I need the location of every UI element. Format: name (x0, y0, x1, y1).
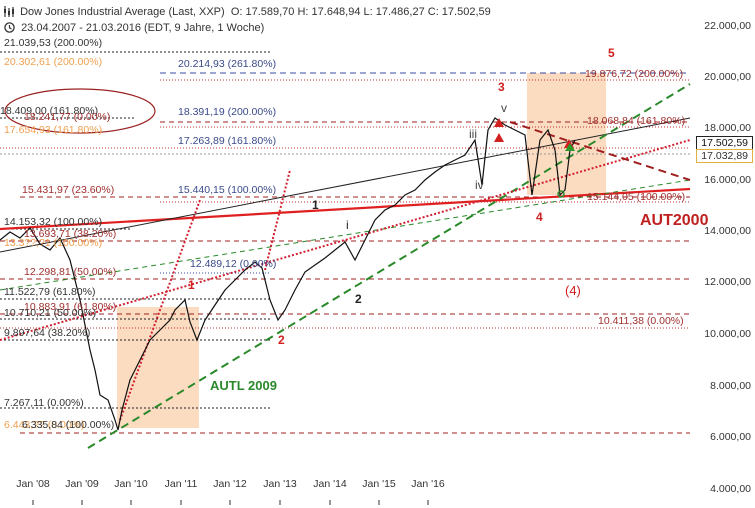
fib-label: 15.440,15 (100.00%) (178, 184, 277, 196)
fib-label: 17.263,89 (161.80%) (178, 135, 277, 147)
fib-levels (0, 51, 690, 434)
x-axis-ticks (32, 500, 429, 505)
y-tick-label: 14.000,00 (704, 225, 751, 237)
fib-label: 6.443,?? (0.00%) (4, 419, 85, 431)
wave-label-red: 2 (278, 333, 285, 347)
price-line (0, 117, 576, 431)
y-tick-label: 6.000,00 (710, 431, 751, 443)
candles-icon (4, 6, 14, 17)
wave-label-black: 2 (355, 292, 362, 306)
fib-label: 14.153,32 (100.00%) (4, 216, 103, 228)
x-tick-label: Jan '14 (313, 478, 347, 490)
x-tick-label: Jan '08 (16, 478, 50, 490)
wave-label-black: 1 (312, 198, 319, 212)
autl-2009-label: AUTL 2009 (210, 378, 277, 393)
fib-label: 17.654,93 (161.80%) (4, 124, 103, 136)
y-tick-label: 12.000,00 (704, 276, 751, 288)
y-tick-label: 20.000,00 (704, 71, 751, 83)
fib-label: 10.710,21 (50.00%) (4, 307, 97, 319)
date-range: 23.04.2007 - 21.03.2016 (EDT, 9 Jahre, 1… (21, 22, 265, 34)
highlight-box-2009 (117, 307, 199, 428)
chart-title-row: Dow Jones Industrial Average (Last, XXP)… (4, 6, 491, 18)
x-tick-label: Jan '09 (65, 478, 99, 490)
wave-label-red: 4 (536, 210, 543, 224)
wave-label-black: i (346, 218, 349, 232)
x-tick-label: Jan '12 (213, 478, 247, 490)
fib-label: 15.431,97 (23.60%) (22, 184, 115, 196)
fib-label: 18.409,00 (161.80%) (0, 105, 99, 117)
red-dashed-downtrend (509, 121, 691, 181)
y-tick-label: 8.000,00 (710, 380, 751, 392)
fib-label: 12.489,12 (0.00%) (190, 258, 277, 270)
x-tick-label: Jan '16 (411, 478, 445, 490)
fib-label: 21.039,53 (200.00%) (4, 37, 103, 49)
fib-label: 13.3??,?1 (100.00%) (4, 237, 103, 249)
clock-icon (4, 22, 15, 33)
aut2000-line (0, 187, 691, 231)
y-tick-label: 16.000,00 (704, 174, 751, 186)
fib-label: 7.267,11 (0.00%) (4, 397, 84, 409)
y-tick-label: 4.000,00 (710, 483, 751, 495)
wave-label-black: v (501, 101, 507, 115)
x-tick-label: Jan '13 (263, 478, 297, 490)
wave-label-red: (4) (565, 283, 581, 298)
fib-label: 9.897,64 (38.20%) (4, 327, 91, 339)
y-tick-label: 22.000,00 (704, 20, 751, 32)
x-tick-label: Jan '10 (114, 478, 148, 490)
wave-label-black: iv (475, 178, 484, 192)
autl-2009-line (87, 83, 691, 449)
wave-label-red: 1 (188, 278, 195, 292)
fib-label: 10.883,91 (61.80%) (24, 301, 117, 313)
red-dotted-steep-2 (264, 169, 291, 271)
chart-range-row: 23.04.2007 - 21.03.2016 (EDT, 9 Jahre, 1… (4, 22, 264, 34)
last-price-tag: 17.502,59 (696, 136, 753, 150)
fib-label: 20.302,61 (200.00%) (4, 56, 103, 68)
fib-label: 15.144,05 (100.00%) (587, 191, 686, 203)
aut2000-label: AUT2000 (640, 212, 709, 229)
red-triangle-marker (494, 133, 504, 142)
fib-label: 20.214,93 (261.80%) (178, 58, 277, 70)
x-tick-label: Jan '11 (164, 478, 198, 490)
fib-label: 18.391,19 (200.00%) (178, 106, 277, 118)
wave-label-red: 3 (498, 80, 505, 94)
y-tick-label: 10.000,00 (704, 328, 751, 340)
green-triangle-marker (565, 143, 575, 151)
fib-label: 12.298,81 (50.00%) (24, 266, 117, 278)
fib-label: 10.411,38 (0.00%) (598, 315, 684, 327)
red-triangle-marker (494, 118, 504, 127)
fib-label: 11.522,79 (61.80%) (4, 286, 96, 298)
ohlc-values: O: 17.589,70 H: 17.648,94 L: 17.486,27 C… (230, 6, 491, 18)
fib-label: 18.068,84 (161.80%) (587, 115, 686, 127)
green-circle-marker (557, 190, 565, 198)
x-tick-label: Jan '15 (362, 478, 396, 490)
fib-label: 19.876,72 (200.00%) (585, 68, 684, 80)
circle-annotation (4, 88, 156, 134)
wave-label-red: 5 (608, 46, 615, 60)
wave-label-black: iii (469, 127, 477, 141)
fib-label: 6.335,84 (100.00%) (22, 419, 115, 431)
secondary-price-tag: 17.032,89 (696, 149, 753, 163)
fib-label: 13.693,71 (38.20%) (24, 228, 117, 240)
chart-title: Dow Jones Industrial Average (Last, XXP) (20, 6, 225, 18)
y-tick-label: 18.000,00 (704, 122, 751, 134)
fib-label: 18.241,77 (0.00%) (24, 111, 111, 123)
red-dotted-steep-1 (119, 199, 201, 421)
